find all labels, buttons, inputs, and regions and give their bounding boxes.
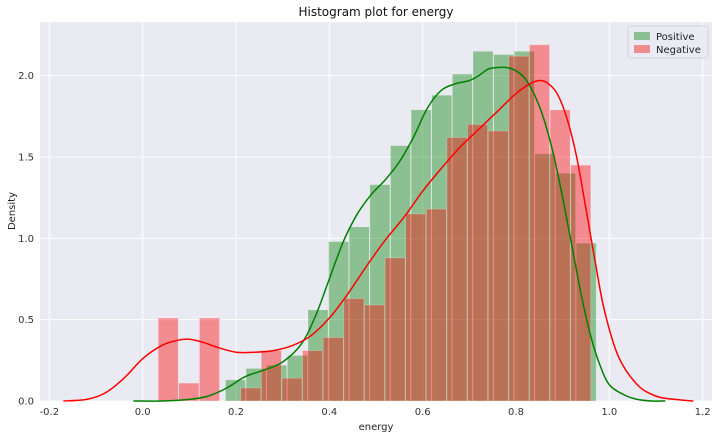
y-axis-label: Density — [7, 192, 18, 230]
histogram-bar-positive — [513, 50, 535, 402]
histogram-bar-positive — [431, 94, 453, 402]
histogram-bar-negative — [240, 387, 262, 402]
histogram-bar-positive — [575, 242, 597, 402]
histogram-bar-negative — [405, 213, 427, 402]
histogram-bar-positive — [555, 172, 576, 402]
histogram-bar-positive — [493, 54, 514, 402]
kde-curve-negative — [63, 79, 694, 402]
y-axis-ticks: 0.0 0.5 1.0 1.5 2.0 — [18, 71, 34, 407]
histogram-bar-positive — [245, 368, 267, 402]
histogram-bar-negative — [426, 208, 447, 402]
histogram-bar-negative — [570, 164, 592, 402]
x-tick-label: 0.6 — [415, 407, 431, 418]
legend-swatch-positive — [634, 32, 650, 40]
chart-title: Histogram plot for energy — [298, 5, 453, 19]
legend-swatch-negative — [634, 45, 650, 53]
histogram-bar-positive — [452, 73, 473, 402]
histogram-bar-negative — [549, 109, 571, 402]
y-tick-label: 1.5 — [18, 153, 34, 164]
legend-label-negative: Negative — [656, 45, 701, 56]
histogram-bar-negative — [178, 382, 200, 402]
y-tick-label: 1.0 — [18, 234, 34, 245]
legend-box — [627, 25, 709, 59]
legend-label-positive: Positive — [656, 32, 695, 43]
legend: Positive Negative — [627, 25, 709, 59]
histogram-bar-positive — [472, 50, 494, 402]
histogram-bar-negative — [529, 44, 550, 402]
x-axis-ticks: -0.2 0.0 0.2 0.4 0.6 0.8 1.0 1.2 — [40, 407, 711, 418]
histogram-bars — [157, 44, 597, 402]
x-tick-label: 0.8 — [508, 407, 524, 418]
x-tick-label: 1.0 — [601, 407, 617, 418]
y-tick-label: 0.5 — [18, 315, 34, 326]
histogram-bar-negative — [343, 298, 365, 402]
histogram-bar-negative — [157, 317, 179, 402]
histogram-bar-negative — [508, 55, 530, 402]
x-tick-label: -0.2 — [40, 407, 60, 418]
histogram-bar-positive — [410, 109, 432, 402]
histogram-bar-negative — [322, 337, 344, 402]
x-tick-label: 0.4 — [321, 407, 337, 418]
histogram-bar-negative — [261, 350, 282, 402]
kde-curves — [63, 66, 694, 402]
x-tick-label: 0.2 — [228, 407, 244, 418]
histogram-bar-positive — [287, 355, 308, 402]
histogram-bar-negative — [467, 124, 488, 402]
histogram-bar-positive — [390, 145, 411, 402]
x-tick-label: 1.2 — [695, 407, 711, 418]
kde-curve-positive — [133, 66, 666, 402]
x-tick-label: 0.0 — [135, 407, 151, 418]
plot-area — [40, 22, 712, 401]
histogram-bar-negative — [384, 257, 406, 402]
histogram-bar-negative — [199, 317, 220, 402]
histogram-bar-negative — [446, 137, 468, 402]
histogram-bar-positive — [328, 241, 349, 402]
histogram-bar-negative — [487, 130, 509, 402]
histogram-bar-negative — [364, 304, 385, 402]
histogram-bar-negative — [302, 350, 323, 402]
x-axis-label: energy — [359, 422, 394, 433]
y-tick-label: 2.0 — [18, 71, 34, 82]
histogram-bar-positive — [534, 153, 556, 402]
y-tick-label: 0.0 — [18, 397, 34, 408]
histogram-bar-negative — [281, 377, 303, 402]
